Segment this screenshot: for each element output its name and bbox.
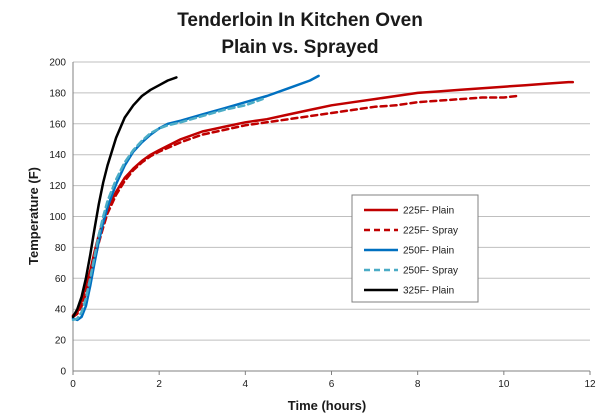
y-axis-title: Temperature (F)	[26, 167, 41, 265]
legend-label: 225F- Spray	[403, 226, 458, 237]
x-tick-label: 6	[329, 379, 335, 390]
x-tick-labels: 0 2 4 6 8 10 12	[70, 379, 596, 390]
x-tick-label: 0	[70, 379, 76, 390]
series-line-5	[71, 76, 178, 319]
x-tick-label: 2	[156, 379, 162, 390]
series-line-4	[71, 97, 264, 322]
y-tick-label: 0	[60, 367, 66, 378]
y-tick-label: 40	[55, 305, 67, 316]
y-tick-label: 140	[49, 150, 66, 161]
y-tick-label: 60	[55, 274, 67, 285]
y-tick-label: 100	[49, 212, 66, 223]
series-line-3	[71, 74, 320, 322]
y-tick-labels: 0 20 40 60 80 100 120 140 160 180 200	[49, 58, 66, 378]
x-tick-label: 10	[498, 379, 510, 390]
legend: 225F- Plain 225F- Spray 250F- Plain 250F- S…	[351, 194, 479, 303]
y-tick-label: 160	[49, 119, 66, 130]
legend-label: 325F- Plain	[403, 286, 454, 297]
x-tick-label: 4	[243, 379, 249, 390]
legend-label: 225F- Plain	[403, 206, 454, 217]
x-axis-title: Time (hours)	[288, 398, 367, 413]
x-tick-label: 12	[584, 379, 596, 390]
chart-subtitle: Plain vs. Sprayed	[221, 37, 378, 58]
grid	[73, 61, 590, 341]
y-tick-label: 20	[55, 336, 67, 347]
x-tick-label: 8	[415, 379, 421, 390]
y-tick-label: 80	[55, 243, 67, 254]
y-tick-label: 180	[49, 88, 66, 99]
legend-label: 250F- Plain	[403, 246, 454, 257]
legend-label: 250F- Spray	[403, 266, 458, 277]
series-line-1	[71, 80, 575, 317]
y-tick-label: 200	[49, 58, 66, 69]
chart-title: Tenderloin In Kitchen Oven	[177, 10, 423, 31]
y-tick-label: 120	[49, 181, 66, 192]
legend-box	[351, 194, 479, 303]
series-lines	[71, 74, 575, 322]
axes	[72, 62, 591, 375]
